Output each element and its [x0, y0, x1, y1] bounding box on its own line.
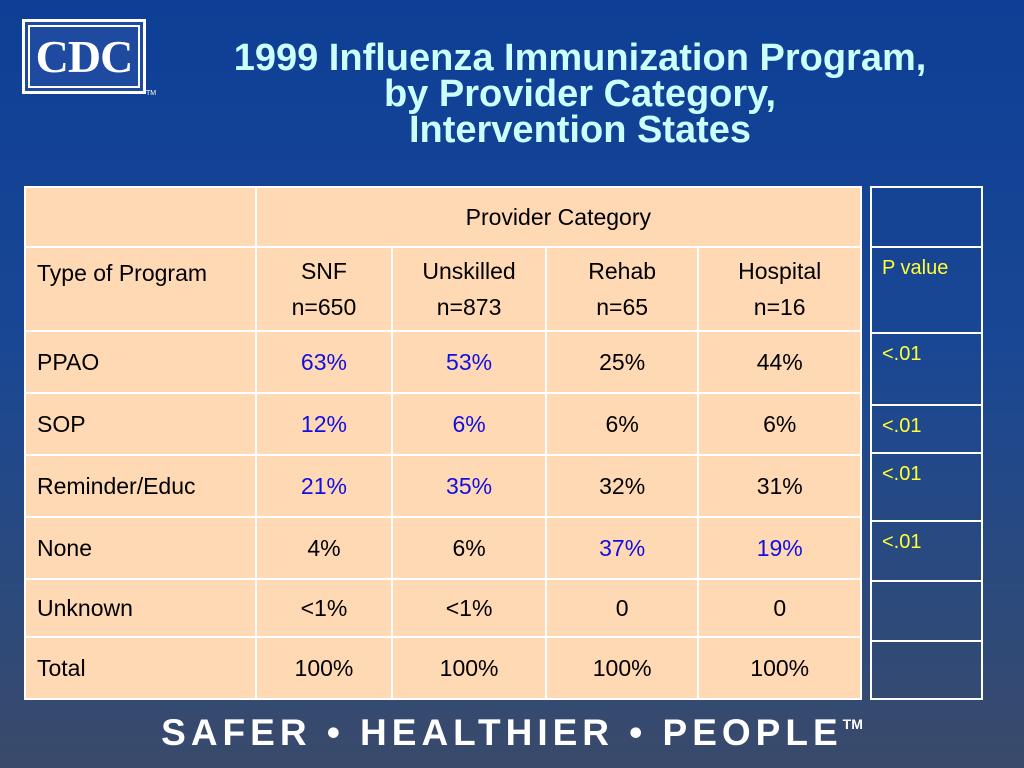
table-cell: 53%	[391, 330, 547, 394]
table-cell: 63%	[254, 330, 394, 394]
table-cell: 19%	[697, 516, 862, 580]
logo-trademark: TM	[146, 90, 157, 97]
p-value-cell: <.01	[870, 452, 983, 522]
row-label: SOP	[24, 392, 257, 456]
table-row: Total 100% 100% 100% 100%	[24, 636, 862, 700]
title-line-2: by Provider Category,	[383, 73, 777, 115]
table-row: Unknown <1% <1% 0 0	[24, 578, 862, 638]
p-value-header: P value	[870, 246, 983, 334]
column-header-rehab: Rehab n=65	[544, 246, 700, 332]
column-header-unskilled: Unskilled n=873	[391, 246, 547, 332]
table-column-header-row: Type of Program SNF n=650 Unskilled n=873 …	[24, 246, 862, 332]
table-cell: <1%	[254, 578, 394, 638]
table-cell: 100%	[697, 636, 862, 700]
table-cell: 100%	[254, 636, 394, 700]
table-cell: 4%	[254, 516, 394, 580]
table-cell: <1%	[391, 578, 547, 638]
empty-header-cell	[24, 186, 257, 248]
table-cell: 21%	[254, 454, 394, 518]
table-cell: 25%	[544, 330, 700, 394]
title-line-1: 1999 Influenza Immunization Program,	[233, 37, 927, 79]
table-cell: 6%	[544, 392, 700, 456]
table-row: PPAO 63% 53% 25% 44%	[24, 330, 862, 394]
cdc-logo: CDC	[22, 19, 146, 94]
table-cell: 0	[697, 578, 862, 638]
table-cell: 35%	[391, 454, 547, 518]
provider-category-table: Provider Category Type of Program SNF n=6…	[24, 186, 863, 700]
row-label: Total	[24, 636, 257, 700]
footer-slogan: SAFER • HEALTHIER • PEOPLETM	[0, 712, 1024, 754]
p-value-table: P value <.01 <.01 <.01 <.01	[870, 186, 983, 700]
footer-trademark: TM	[842, 716, 863, 732]
table-cell: 100%	[391, 636, 547, 700]
row-label: Reminder/Educ	[24, 454, 257, 518]
row-label: None	[24, 516, 257, 580]
p-value-cell: <.01	[870, 404, 983, 454]
table-cell: 100%	[544, 636, 700, 700]
row-label: PPAO	[24, 330, 257, 394]
column-header-snf: SNF n=650	[254, 246, 394, 332]
table-cell: 32%	[544, 454, 700, 518]
table-row: None 4% 6% 37% 19%	[24, 516, 862, 580]
p-value-cell: <.01	[870, 520, 983, 582]
table-cell: 6%	[391, 392, 547, 456]
table-cell: 37%	[544, 516, 700, 580]
row-label: Unknown	[24, 578, 257, 638]
table-cell: 31%	[697, 454, 862, 518]
footer-slogan-text: SAFER • HEALTHIER • PEOPLE	[161, 712, 843, 753]
table-row: SOP 12% 6% 6% 6%	[24, 392, 862, 456]
empty-pvalue-cell	[870, 580, 983, 642]
table-cell: 6%	[391, 516, 547, 580]
table-cell: 0	[544, 578, 700, 638]
table-cell: 6%	[697, 392, 862, 456]
empty-pvalue-cell	[870, 640, 983, 700]
p-value-cell: <.01	[870, 332, 983, 406]
table-cell: 44%	[697, 330, 862, 394]
table-group-header-row: Provider Category	[24, 186, 863, 248]
table-cell: 12%	[254, 392, 394, 456]
type-of-program-header: Type of Program	[24, 246, 257, 332]
title-line-3: Intervention States	[408, 109, 752, 151]
slide-title: 1999 Influenza Immunization Program, by …	[150, 37, 1010, 151]
provider-category-header: Provider Category	[254, 186, 863, 248]
cdc-logo-text: CDC	[28, 25, 140, 88]
table-row: Reminder/Educ 21% 35% 32% 31%	[24, 454, 862, 518]
column-header-hospital: Hospital n=16	[697, 246, 862, 332]
empty-pvalue-cell	[870, 186, 983, 248]
